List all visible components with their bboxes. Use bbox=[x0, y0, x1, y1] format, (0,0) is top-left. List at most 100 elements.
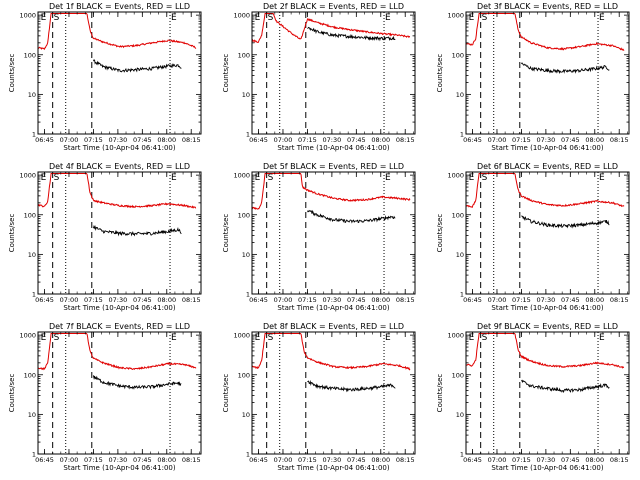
y-tick-label: 1000 bbox=[19, 332, 36, 340]
plot-area bbox=[252, 332, 411, 454]
panel-title: Det 9f BLACK = Events, RED = LLD bbox=[477, 322, 618, 331]
marker-flag: S bbox=[268, 13, 274, 23]
x-tick-label: 07:15 bbox=[298, 456, 317, 464]
lld-series-line bbox=[252, 173, 411, 210]
y-tick-label: 100 bbox=[452, 371, 464, 379]
y-tick-label: 1 bbox=[460, 131, 464, 139]
y-axis-label: Counts/sec bbox=[8, 214, 16, 253]
x-tick-label: 07:15 bbox=[84, 136, 103, 144]
x-axis-label: Start Time (10-Apr-04 06:41:00) bbox=[63, 304, 175, 312]
plot-area bbox=[252, 12, 411, 134]
x-tick-label: 08:15 bbox=[396, 136, 415, 144]
y-tick-label: 10 bbox=[28, 411, 36, 419]
x-tick-label: 07:15 bbox=[512, 456, 531, 464]
panel-title: Det 3f BLACK = Events, RED = LLD bbox=[477, 2, 618, 11]
x-tick-label: 07:30 bbox=[323, 296, 342, 304]
marker-flag: E bbox=[171, 333, 177, 343]
x-tick-label: 07:30 bbox=[537, 456, 556, 464]
lld-series-line bbox=[38, 13, 197, 51]
x-tick-label: 07:00 bbox=[488, 456, 507, 464]
x-tick-label: 08:00 bbox=[585, 136, 604, 144]
y-tick-label: 1000 bbox=[233, 12, 250, 20]
x-axis-label: Start Time (10-Apr-04 06:41:00) bbox=[277, 464, 389, 472]
plot-frame bbox=[465, 11, 630, 135]
x-tick-label: 07:15 bbox=[298, 296, 317, 304]
x-tick-label: 08:15 bbox=[182, 296, 201, 304]
lld-series-line bbox=[466, 173, 625, 208]
lld-series-line bbox=[466, 333, 625, 369]
panel-title: Det 6f BLACK = Events, RED = LLD bbox=[477, 162, 618, 171]
y-tick-label: 10 bbox=[456, 91, 464, 99]
marker-flag: E bbox=[469, 13, 475, 23]
marker-flag: E bbox=[255, 173, 261, 183]
marker-flag: E bbox=[599, 333, 605, 343]
marker-flag: E bbox=[385, 173, 391, 183]
plot-area bbox=[252, 172, 411, 294]
x-tick-label: 07:45 bbox=[347, 296, 366, 304]
events-series-line bbox=[92, 224, 182, 237]
x-tick-label: 07:45 bbox=[561, 296, 580, 304]
panel-title: Det 7f BLACK = Events, RED = LLD bbox=[49, 322, 190, 331]
y-tick-label: 10 bbox=[242, 91, 250, 99]
x-tick-label: 06:45 bbox=[249, 136, 268, 144]
y-tick-label: 10 bbox=[456, 251, 464, 259]
marker-flag: S bbox=[482, 333, 488, 343]
lld-series-line bbox=[252, 13, 411, 43]
marker-flag: E bbox=[385, 333, 391, 343]
x-tick-label: 08:00 bbox=[157, 136, 176, 144]
y-tick-label: 100 bbox=[452, 211, 464, 219]
y-tick-label: 1000 bbox=[447, 12, 464, 20]
panel-title: Det 5f BLACK = Events, RED = LLD bbox=[263, 162, 404, 171]
y-tick-label: 1000 bbox=[447, 332, 464, 340]
plot-frame bbox=[465, 331, 630, 455]
marker-flag: E bbox=[171, 173, 177, 183]
y-tick-label: 1000 bbox=[19, 12, 36, 20]
x-tick-label: 06:45 bbox=[463, 296, 482, 304]
x-axis-label: Start Time (10-Apr-04 06:41:00) bbox=[63, 144, 175, 152]
x-axis-label: Start Time (10-Apr-04 06:41:00) bbox=[491, 144, 603, 152]
y-tick-label: 1000 bbox=[233, 172, 250, 180]
y-tick-label: 1 bbox=[246, 131, 250, 139]
y-axis-label: Counts/sec bbox=[222, 374, 230, 413]
y-axis-label: Counts/sec bbox=[222, 214, 230, 253]
marker-flag: S bbox=[268, 333, 274, 343]
x-tick-label: 08:15 bbox=[610, 136, 629, 144]
x-axis-label: Start Time (10-Apr-04 06:41:00) bbox=[491, 304, 603, 312]
y-axis-label: Counts/sec bbox=[436, 214, 444, 253]
y-tick-label: 100 bbox=[238, 211, 250, 219]
y-tick-label: 1 bbox=[246, 451, 250, 459]
y-tick-label: 10 bbox=[456, 411, 464, 419]
events-series-line bbox=[307, 379, 396, 393]
marker-flag: E bbox=[469, 333, 475, 343]
x-tick-label: 07:30 bbox=[109, 136, 128, 144]
x-tick-label: 07:00 bbox=[274, 456, 293, 464]
y-tick-label: 100 bbox=[452, 51, 464, 59]
marker-flag: S bbox=[482, 13, 488, 23]
x-tick-label: 08:00 bbox=[371, 136, 390, 144]
x-tick-label: 07:30 bbox=[109, 456, 128, 464]
y-tick-label: 100 bbox=[24, 211, 36, 219]
lld-series-line bbox=[466, 13, 625, 51]
plot-area bbox=[38, 332, 197, 454]
x-tick-label: 06:45 bbox=[463, 136, 482, 144]
plot-frame bbox=[37, 171, 202, 295]
x-tick-label: 06:45 bbox=[35, 456, 54, 464]
plot-area bbox=[38, 172, 197, 294]
plot-area bbox=[466, 172, 625, 294]
x-tick-label: 06:45 bbox=[463, 456, 482, 464]
x-tick-label: 08:15 bbox=[396, 296, 415, 304]
x-tick-label: 08:00 bbox=[585, 296, 604, 304]
marker-flag: E bbox=[255, 333, 261, 343]
y-axis-label: Counts/sec bbox=[436, 374, 444, 413]
y-tick-label: 1 bbox=[32, 451, 36, 459]
x-tick-label: 06:45 bbox=[35, 136, 54, 144]
y-tick-label: 100 bbox=[24, 51, 36, 59]
x-tick-label: 07:45 bbox=[561, 136, 580, 144]
x-tick-label: 07:30 bbox=[323, 456, 342, 464]
lld-series-line bbox=[252, 333, 411, 371]
